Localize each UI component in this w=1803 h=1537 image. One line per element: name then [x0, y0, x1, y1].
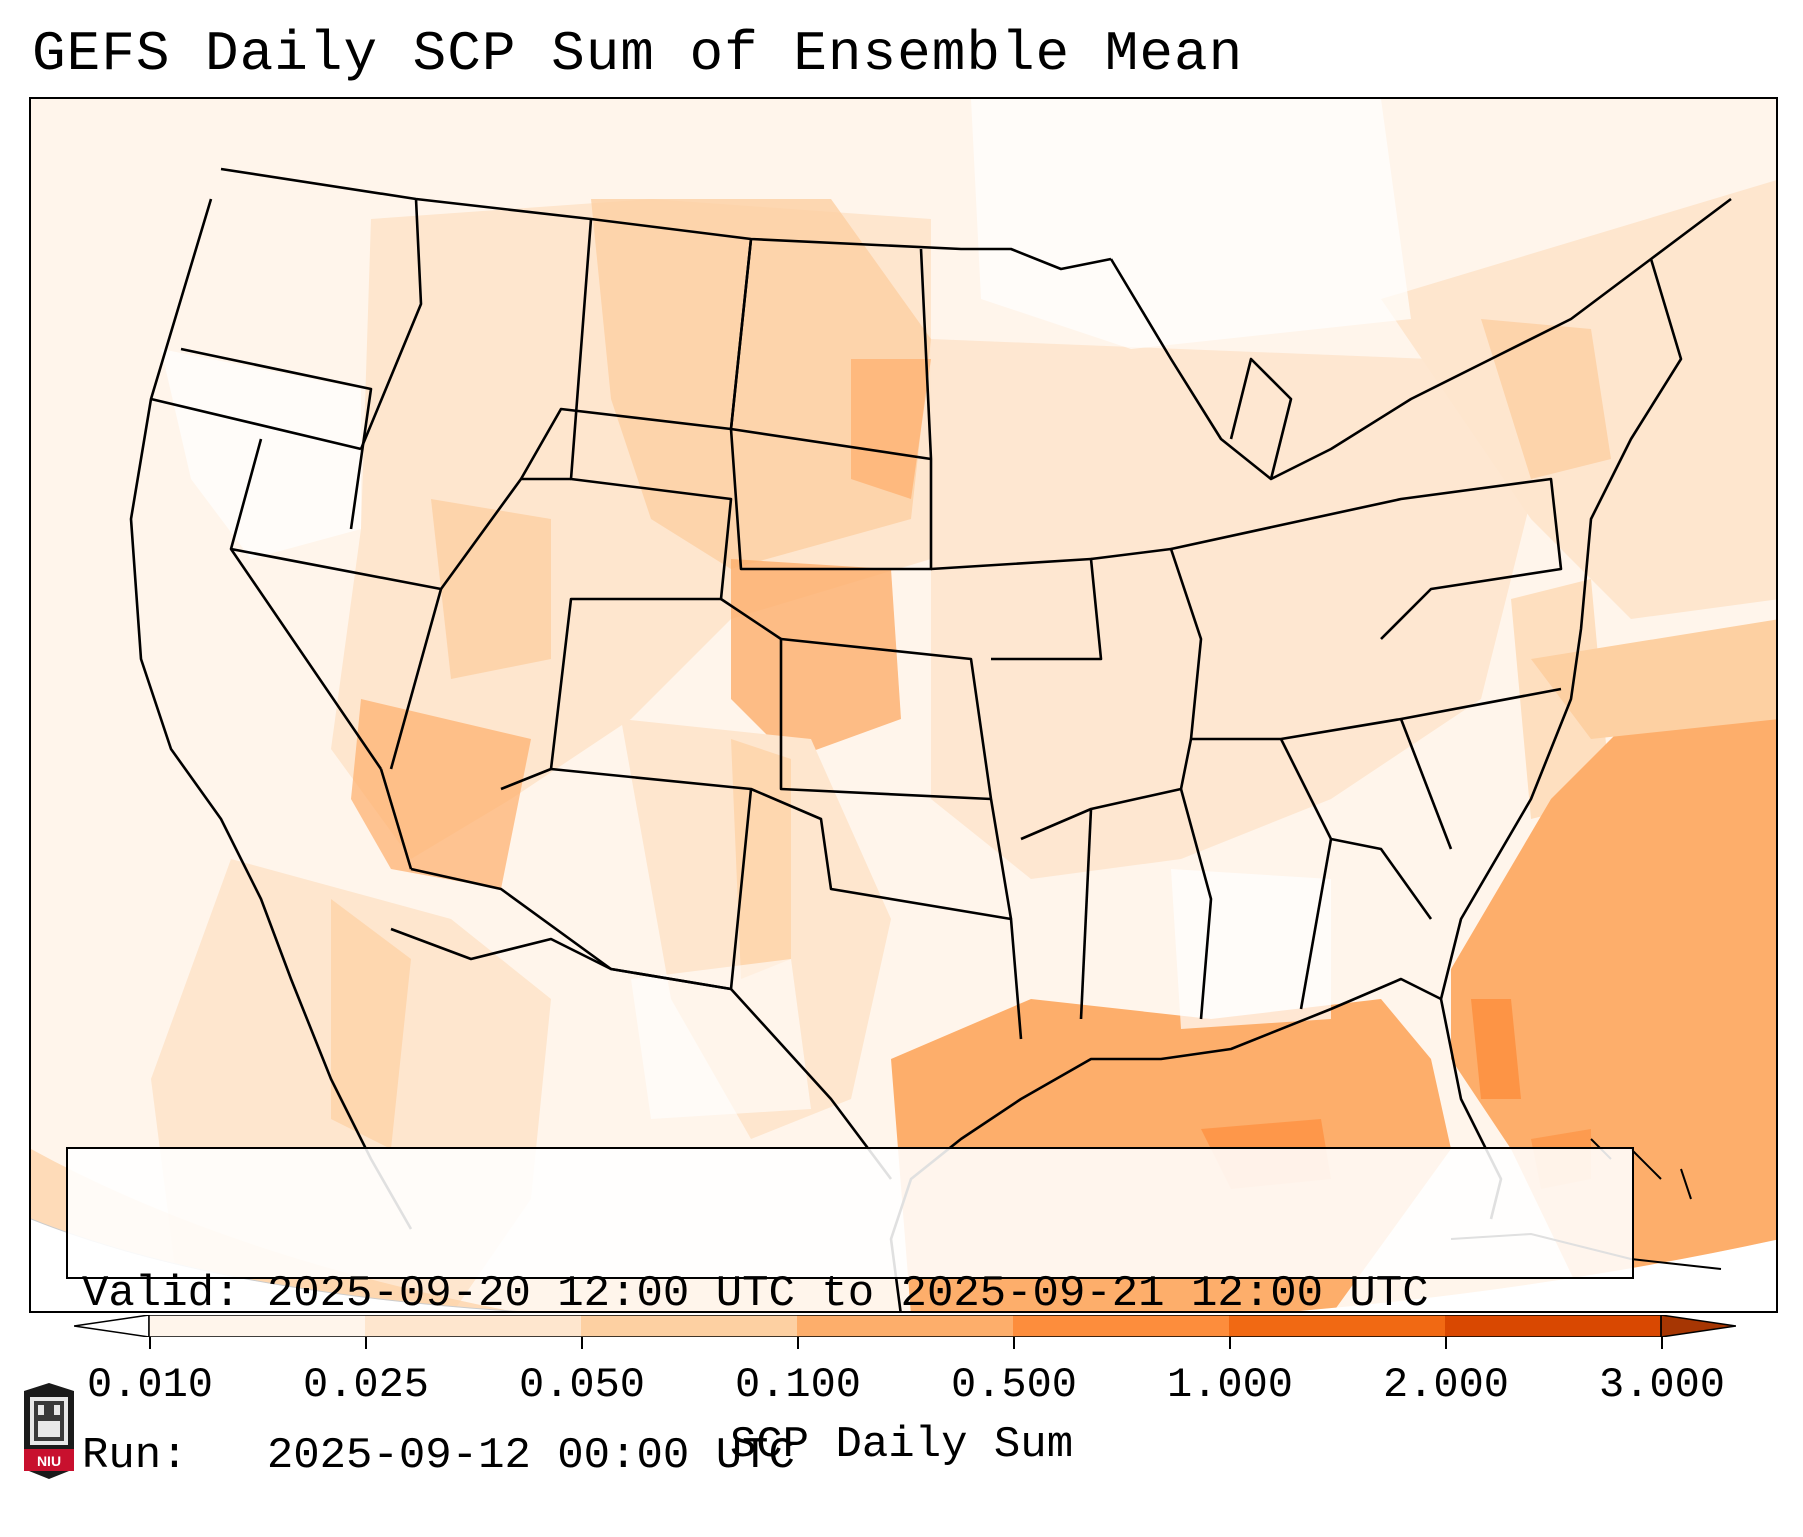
state-borders [129, 167, 1732, 1311]
logo-text: NIU [37, 1453, 61, 1469]
colorbar-tick-label: 1.000 [1166, 1361, 1294, 1409]
validity-info-box: Valid: 2025-09-20 12:00 UTC to 2025-09-2… [66, 1147, 1634, 1481]
colorbar-bin-3 [581, 1315, 797, 1337]
colorbar-tick-label: 0.100 [734, 1361, 862, 1409]
map-title: GEFS Daily SCP Sum of Ensemble Mean [32, 22, 1244, 86]
colorbar-under-arrow [74, 1315, 150, 1337]
colorbar-tick-label: 0.010 [86, 1361, 214, 1409]
colorbar-bin-7 [1445, 1315, 1661, 1337]
colorbar-tick-label: 0.500 [950, 1361, 1078, 1409]
colorbar-bin-1 [149, 1315, 365, 1337]
colorbar [74, 1315, 1736, 1337]
colorbar-bin-2 [365, 1315, 581, 1337]
colorbar-label: SCP Daily Sum [729, 1420, 1074, 1470]
conus-map [31, 99, 1776, 1311]
colorbar-tick-label: 0.025 [302, 1361, 430, 1409]
colorbar-tick-label: 3.000 [1598, 1361, 1726, 1409]
colorbar-tick-label: 0.050 [518, 1361, 646, 1409]
valid-time-text: Valid: 2025-09-20 12:00 UTC to 2025-09-2… [82, 1269, 1429, 1319]
scp-shading [31, 99, 1776, 1311]
colorbar-ticks: 0.010 0.025 0.050 0.100 0.500 1.000 2.00… [0, 1337, 1803, 1417]
niu-logo: NIU [24, 1383, 74, 1479]
map-panel [29, 97, 1778, 1313]
colorbar-over-arrow [1660, 1315, 1736, 1337]
run-time-text: Run: 2025-09-12 00:00 UTC [82, 1431, 795, 1481]
colorbar-bin-4 [797, 1315, 1013, 1337]
colorbar-bin-5 [1013, 1315, 1229, 1337]
colorbar-tick-label: 2.000 [1382, 1361, 1510, 1409]
colorbar-bin-6 [1229, 1315, 1445, 1337]
